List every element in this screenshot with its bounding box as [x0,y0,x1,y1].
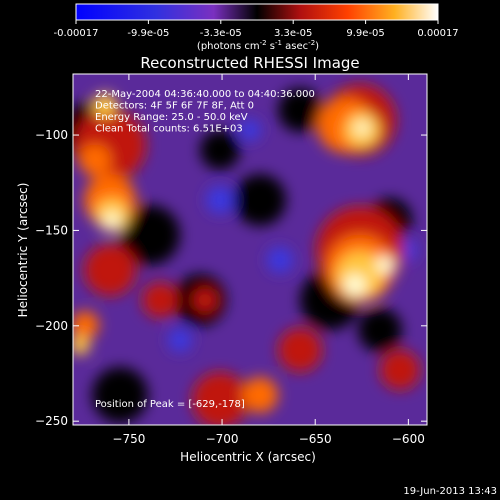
x-axis-ticks: −750 −700 −650 −600 [112,74,425,446]
heatmap-blob [142,282,178,318]
heatmap-blob [234,174,286,226]
heatmap-blob [192,372,248,425]
colorbar-ticks: -0.00017 -9.9e-05 -3.3e-05 3.3e-05 9.9e-05 0.… [54,20,459,39]
heatmap-blob [120,205,180,265]
heatmap-blob [84,244,136,296]
heatmap-blob [380,350,420,390]
plot-frame [72,73,428,426]
x-tick-label: −650 [299,432,332,446]
timestamp: 19-Jun-2013 13:43 [403,486,497,497]
y-tick-label: −150 [35,223,68,237]
heatmap-blob [206,186,234,214]
y-axis-ticks: −250 −200 −150 −100 [35,128,427,428]
x-tick-label: −600 [392,432,425,446]
y-tick-label: −100 [35,128,68,142]
heatmap-blob [79,144,111,176]
y-axis-label: Heliocentric Y (arcsec) [16,183,30,318]
heatmap-blob [239,119,261,141]
heatmap-blob [242,377,278,413]
info-line: Clean Total counts: 6.51E+03 [95,124,243,135]
x-tick-label: −700 [206,432,239,446]
heatmap-blob [278,328,322,372]
colorbar-tick-label: 9.9e-05 [346,28,384,39]
colorbar-tick-label: 0.00017 [417,28,458,39]
heatmap-blob [358,308,402,352]
x-axis-label: Heliocentric X (arcsec) [180,450,316,464]
heatmap-blob [278,88,322,132]
heatmap-blob [355,121,369,135]
heatmap-blob [376,256,394,274]
info-line: Detectors: 4F 5F 6F 7F 8F, Att 0 [95,101,254,112]
info-line: Energy Range: 25.0 - 50.0 keV [95,112,248,123]
observation-info: 22-May-2004 04:36:40.000 to 04:40:36.000… [95,89,315,135]
peak-position-label: Position of Peak = [-629,-178] [95,399,245,410]
chart-title: Reconstructed RHESSI Image [140,54,359,72]
heatmap-blob [73,335,90,355]
colorbar-tick-label: -3.3e-05 [200,28,242,39]
colorbar-tick-label: -0.00017 [54,28,99,39]
heatmap-blob [104,212,120,228]
heatmap-blob [267,247,293,273]
heatmap-blob [193,288,217,312]
heatmap-blob [73,311,99,339]
heatmap-blob [200,130,240,170]
heatmap-blob [168,328,192,352]
heatmap-blobs [73,84,420,425]
y-tick-label: −250 [35,414,68,428]
heatmap-blob [93,93,117,117]
heatmap-blob [92,367,148,423]
colorbar-unit-label: (photons cm-2 s-1 asec-2) [197,39,319,52]
colorbar-tick-label: 3.3e-05 [274,28,312,39]
heatmap-image [73,74,427,425]
colorbar-tick-label: -9.9e-05 [127,28,169,39]
info-line: 22-May-2004 04:36:40.000 to 04:40:36.000 [95,89,315,100]
y-tick-label: −200 [35,319,68,333]
heatmap-blob [344,274,366,296]
colorbar [75,3,439,21]
x-tick-label: −750 [112,432,145,446]
